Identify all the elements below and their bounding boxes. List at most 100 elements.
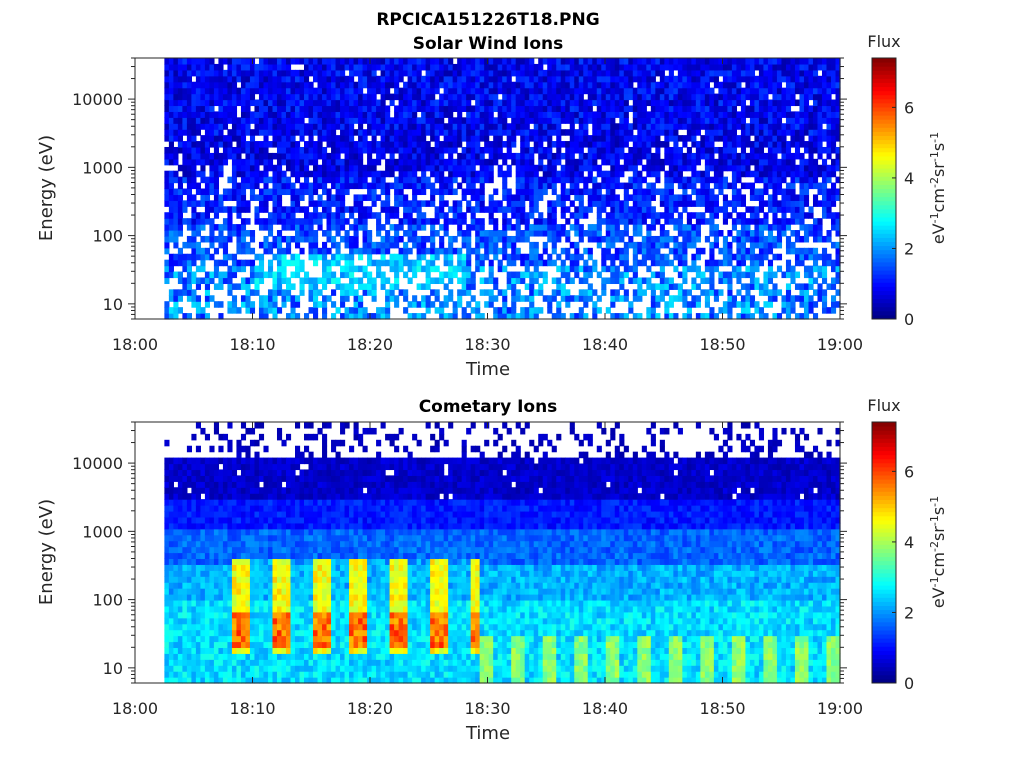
- heatmap-cell: [511, 111, 517, 118]
- heatmap-cell: [443, 123, 449, 130]
- heatmap-cell: [547, 158, 553, 166]
- heatmap-cell: [466, 265, 472, 273]
- heatmap-cell: [403, 182, 409, 190]
- heatmap-cell: [461, 277, 467, 285]
- heatmap-cell: [430, 129, 436, 136]
- heatmap-cell: [799, 63, 805, 71]
- heatmap-cell: [682, 182, 688, 190]
- heatmap-cell: [677, 247, 683, 255]
- heatmap-cell: [240, 259, 247, 267]
- heatmap-cell: [340, 224, 346, 231]
- heatmap-cell: [722, 218, 728, 225]
- heatmap-cell: [353, 152, 359, 160]
- heatmap-cell: [763, 182, 769, 190]
- heatmap-cell: [285, 69, 292, 77]
- heatmap-cell: [439, 212, 445, 219]
- heatmap-cell: [799, 105, 805, 112]
- heatmap-cell: [218, 123, 224, 130]
- heatmap-cell: [754, 307, 760, 314]
- heatmap-cell: [592, 307, 598, 314]
- heatmap-cell: [524, 111, 530, 118]
- heatmap-cell: [776, 188, 783, 196]
- heatmap-cell: [186, 289, 192, 296]
- heatmap-cell: [497, 247, 503, 255]
- heatmap-cell: [466, 69, 472, 77]
- heatmap-cell: [448, 206, 454, 213]
- heatmap-cell: [470, 176, 476, 184]
- heatmap-cell: [668, 111, 674, 118]
- heatmap-cell: [344, 123, 350, 130]
- heatmap-cell: [335, 224, 341, 231]
- heatmap-cell: [704, 259, 710, 267]
- heatmap-cell: [614, 224, 620, 231]
- heatmap-cell: [677, 164, 683, 172]
- heatmap-cell: [367, 117, 373, 124]
- heatmap-cell: [601, 63, 607, 71]
- heatmap-cell: [587, 152, 593, 160]
- heatmap-cell: [497, 111, 503, 118]
- heatmap-cell: [430, 63, 436, 71]
- heatmap-cell: [322, 105, 328, 112]
- heatmap-cell: [659, 253, 665, 261]
- heatmap-cell: [763, 212, 769, 219]
- heatmap-cell: [781, 99, 787, 107]
- heatmap-cell: [655, 176, 661, 184]
- heatmap-cell: [529, 135, 535, 142]
- heatmap-cell: [772, 99, 778, 107]
- heatmap-cell: [457, 265, 463, 273]
- heatmap-cell: [403, 295, 409, 302]
- heatmap-cell: [646, 152, 652, 160]
- heatmap-cell: [304, 105, 310, 112]
- heatmap-cell: [353, 200, 359, 207]
- heatmap-cell: [326, 277, 332, 285]
- heatmap-cell: [475, 75, 481, 83]
- heatmap-cell: [272, 241, 278, 249]
- heatmap-cell: [799, 158, 805, 166]
- heatmap-cell: [803, 123, 810, 130]
- heatmap-cell: [610, 271, 616, 279]
- heatmap-cell: [308, 200, 314, 207]
- heatmap-cell: [385, 63, 391, 71]
- heatmap-cell: [713, 224, 719, 231]
- heatmap-cell: [668, 301, 674, 308]
- heatmap-cell: [641, 206, 647, 213]
- heatmap-cell: [713, 99, 719, 107]
- heatmap-cell: [353, 63, 359, 71]
- heatmap-cell: [488, 146, 494, 154]
- heatmap-cell: [646, 277, 652, 285]
- heatmap-cell: [322, 188, 328, 196]
- heatmap-cell: [668, 295, 674, 302]
- heatmap-cell: [614, 206, 620, 213]
- heatmap-cell: [803, 58, 810, 65]
- heatmap-cell: [740, 105, 747, 112]
- heatmap-cell: [515, 105, 521, 112]
- heatmap-cell: [637, 176, 643, 184]
- heatmap-cell: [204, 158, 211, 166]
- heatmap-cell: [398, 69, 404, 77]
- heatmap-cell: [371, 146, 377, 154]
- heatmap-cell: [240, 58, 247, 65]
- heatmap-cell: [556, 289, 562, 296]
- heatmap-cell: [457, 218, 463, 225]
- heatmap-cell: [772, 129, 778, 136]
- heatmap-cell: [254, 206, 260, 213]
- heatmap-cell: [515, 152, 521, 160]
- heatmap-cell: [186, 265, 192, 273]
- heatmap-cell: [641, 259, 647, 267]
- heatmap-cell: [191, 69, 197, 77]
- heatmap-cell: [358, 247, 364, 255]
- heatmap-cell: [263, 152, 269, 160]
- heatmap-cell: [664, 235, 670, 243]
- heatmap-cell: [682, 58, 688, 65]
- heatmap-cell: [578, 230, 584, 237]
- heatmap-cell: [637, 247, 643, 255]
- heatmap-cell: [272, 176, 278, 184]
- heatmap-cell: [542, 271, 548, 279]
- heatmap-cell: [394, 200, 400, 207]
- heatmap-cell: [457, 105, 463, 112]
- heatmap-cell: [547, 200, 553, 207]
- heatmap-cell: [461, 265, 467, 273]
- heatmap-cell: [574, 188, 580, 196]
- heatmap-cell: [466, 176, 472, 184]
- heatmap-cell: [745, 265, 751, 273]
